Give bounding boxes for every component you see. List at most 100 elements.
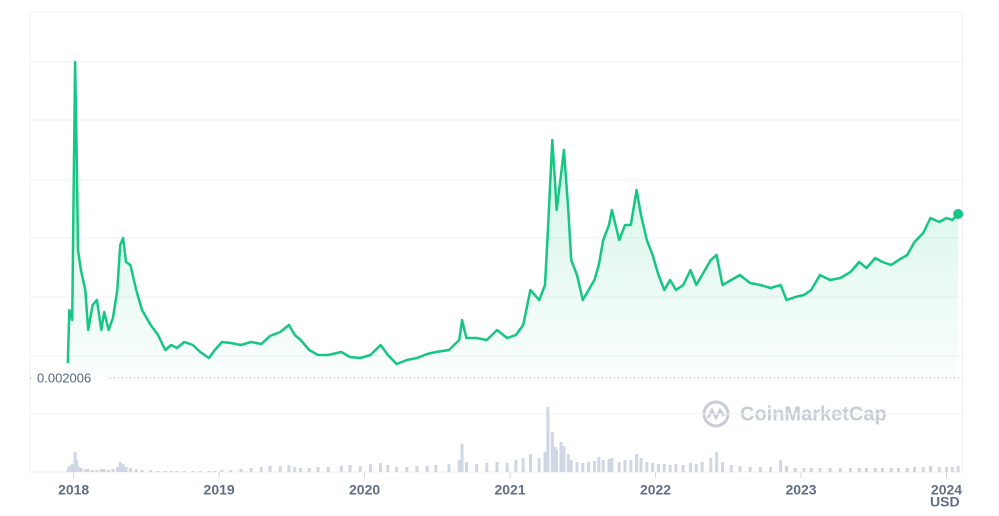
volume-bar xyxy=(198,471,202,472)
volume-bar xyxy=(662,464,666,472)
volume-bar xyxy=(316,467,320,472)
x-tick-label: 2021 xyxy=(494,482,525,498)
volume-bar xyxy=(587,462,591,472)
volume-bar xyxy=(299,468,303,472)
volume-bar xyxy=(784,466,788,472)
x-tick-label: 2020 xyxy=(349,482,380,498)
volume-bar xyxy=(169,471,173,472)
volume-bar xyxy=(838,468,842,472)
volume-bar xyxy=(694,464,698,472)
volume-bar xyxy=(944,467,948,472)
volume-bar xyxy=(559,442,563,472)
volume-bar xyxy=(688,463,692,472)
volume-bar xyxy=(880,468,884,472)
volume-bar xyxy=(873,468,877,472)
volume-bar xyxy=(514,460,518,472)
volume-bar xyxy=(293,467,297,472)
volume-bar xyxy=(623,460,627,472)
currency-label: USD xyxy=(930,494,960,510)
volume-bar xyxy=(134,469,138,472)
volume-bar xyxy=(115,467,119,472)
volume-bar xyxy=(607,459,611,472)
volume-bar xyxy=(610,458,614,472)
volume-bar xyxy=(592,461,596,472)
volume-bar xyxy=(425,466,429,472)
volume-bar xyxy=(709,458,713,472)
volume-bar xyxy=(569,460,573,472)
volume-bar xyxy=(521,458,525,472)
volume-bar xyxy=(121,464,125,472)
volume-bar xyxy=(70,464,74,472)
volume-bar xyxy=(358,466,362,472)
volume-bar xyxy=(99,469,103,472)
volume-bar xyxy=(278,466,282,472)
volume-bar xyxy=(668,465,672,472)
volume-bar xyxy=(645,462,649,472)
x-tick-label: 2019 xyxy=(204,482,235,498)
volume-bar xyxy=(889,468,893,472)
volume-bar xyxy=(809,468,813,472)
volume-bar xyxy=(828,468,832,472)
volume-bar xyxy=(460,444,464,472)
volume-bar xyxy=(475,464,479,472)
volume-bar xyxy=(447,464,451,472)
volume-bar xyxy=(118,462,122,472)
volume-bar xyxy=(95,470,99,472)
volume-bar xyxy=(921,467,925,472)
volume-bar xyxy=(229,470,233,472)
volume-bar xyxy=(546,407,550,472)
volume-bar xyxy=(368,464,372,472)
volume-bar xyxy=(528,454,532,472)
x-tick-label: 2018 xyxy=(58,482,89,498)
volume-bar xyxy=(905,468,909,472)
volume-bar xyxy=(495,462,499,472)
volume-bar xyxy=(928,466,932,472)
volume-bar xyxy=(326,467,330,472)
volume-bar xyxy=(758,467,762,472)
volume-bar xyxy=(239,469,243,472)
volume-bar xyxy=(937,467,941,472)
volume-bar xyxy=(601,460,605,472)
volume-bar xyxy=(379,463,383,472)
x-tick-label: 2022 xyxy=(640,482,671,498)
volume-bar xyxy=(307,468,311,472)
volume-bar xyxy=(543,452,547,472)
volume-bar xyxy=(107,470,111,472)
volume-bar xyxy=(207,471,211,472)
volume-bar xyxy=(629,460,633,472)
volume-bar xyxy=(848,468,852,472)
volume-bar xyxy=(464,462,468,472)
watermark-logo-mark xyxy=(706,407,726,421)
volume-bar xyxy=(156,471,160,472)
volume-bar xyxy=(287,465,291,472)
last-point xyxy=(953,209,964,219)
volume-bar xyxy=(128,468,132,472)
volume-bar xyxy=(896,468,900,472)
volume-bar xyxy=(635,454,639,472)
volume-bar xyxy=(681,465,685,472)
volume-bar xyxy=(537,458,541,472)
volume-bar xyxy=(76,466,80,472)
volume-bar xyxy=(220,470,224,472)
volume-bar xyxy=(715,452,719,472)
volume-bar xyxy=(550,432,554,472)
volume-bar xyxy=(67,466,71,472)
volume-bar xyxy=(768,467,772,472)
volume-bar xyxy=(348,465,352,472)
volume-bar xyxy=(802,468,806,472)
volume-bar xyxy=(405,467,409,472)
volume-bar xyxy=(566,454,570,472)
volume-bar xyxy=(149,470,153,472)
volume-bar xyxy=(175,471,179,472)
volume-bar xyxy=(651,463,655,472)
volume-bar xyxy=(395,467,399,472)
volume-bar xyxy=(434,465,438,472)
volume-bar xyxy=(140,470,144,472)
volume-bar xyxy=(857,468,861,472)
volume-bar xyxy=(555,450,559,472)
volume-bar xyxy=(818,468,822,472)
volume-bar xyxy=(249,468,253,472)
